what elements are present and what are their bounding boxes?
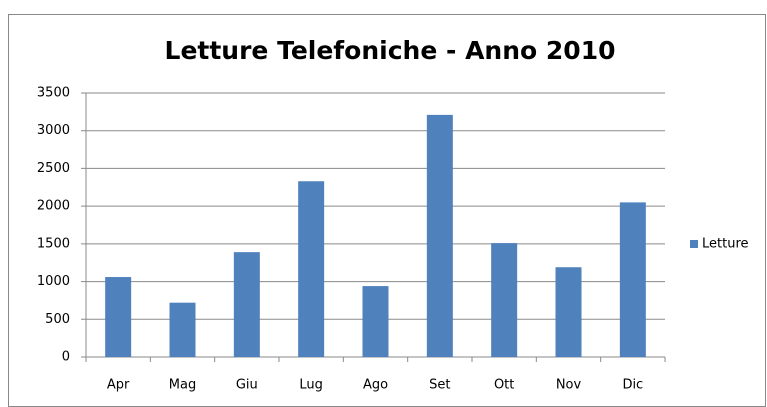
bar [619, 202, 646, 357]
bar [233, 252, 260, 357]
x-tick-label: Dic [622, 378, 643, 393]
x-tick-label: Nov [556, 378, 582, 393]
legend-swatch [690, 240, 698, 248]
bar [426, 114, 453, 357]
y-tick-label: 1500 [37, 236, 70, 251]
y-tick-label: 3000 [37, 123, 70, 138]
x-tick-label: Apr [107, 378, 130, 393]
legend-label: Letture [702, 237, 749, 252]
y-tick-label: 500 [45, 312, 70, 327]
x-tick-label: Ott [494, 378, 514, 393]
y-tick-label: 2000 [37, 199, 70, 214]
x-tick-label: Giu [236, 378, 258, 393]
bar [491, 243, 518, 357]
bar [169, 302, 196, 357]
y-tick-label: 2500 [37, 161, 70, 176]
bar [105, 277, 132, 357]
x-tick-label: Set [429, 378, 450, 393]
y-tick-label: 1000 [37, 274, 70, 289]
chart-title: Letture Telefoniche - Anno 2010 [165, 36, 616, 65]
x-tick-label: Mag [169, 378, 196, 393]
y-tick-label: 3500 [37, 86, 70, 101]
x-tick-label: Lug [299, 378, 323, 393]
y-tick-label: 0 [62, 350, 70, 365]
x-tick-label: Ago [363, 378, 388, 393]
bar [555, 267, 582, 357]
bar [362, 286, 389, 357]
bar [298, 181, 325, 357]
